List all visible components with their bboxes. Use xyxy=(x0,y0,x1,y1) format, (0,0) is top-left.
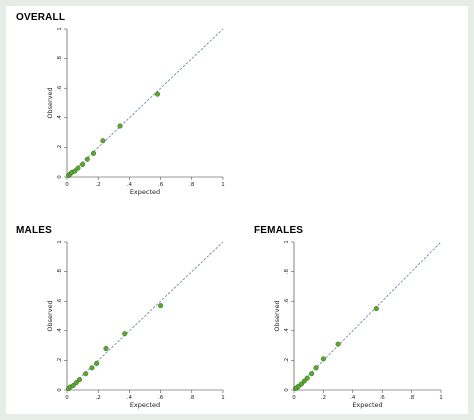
panel-title-females: FEMALES xyxy=(254,225,304,236)
y-axis-label: Observed xyxy=(46,87,54,118)
data-point xyxy=(70,383,76,389)
x-tick-label: 1 xyxy=(439,395,443,401)
reference-line xyxy=(66,241,224,391)
y-tick-label: 1 xyxy=(57,240,63,244)
y-axis-label: Observed xyxy=(273,300,281,331)
data-point xyxy=(76,377,83,383)
y-tick-label: 0 xyxy=(57,388,63,392)
figure: OVERALL MALES FEMALES 0 .2 .4 .6 .8 1 0 .2 .4 .6.… xyxy=(6,6,468,414)
data-point xyxy=(373,306,379,312)
data-point xyxy=(103,346,109,352)
x-tick-label: .4 xyxy=(127,182,133,188)
y-tick-label: .8 xyxy=(57,268,63,274)
y-tick-label: .8 xyxy=(284,268,290,274)
data-point xyxy=(90,150,97,156)
x-tick-label: 1 xyxy=(221,182,225,188)
data-point xyxy=(80,161,86,167)
plot-females: 0 .2 .4 .6 .8 1 0 .2 .4 .6 .8 1 Expected Observed xyxy=(273,240,443,409)
data-point xyxy=(94,360,100,366)
data-point xyxy=(154,91,161,97)
data-point xyxy=(320,356,326,362)
x-tick-label: .2 xyxy=(96,395,101,401)
x-tick-label: 0 xyxy=(65,182,69,188)
x-tick-label: .4 xyxy=(350,395,356,401)
data-point xyxy=(313,365,319,371)
panel-title-overall: OVERALL xyxy=(16,12,66,23)
y-tick-label: .4 xyxy=(57,115,63,121)
y-tick-label: .8 xyxy=(57,55,63,61)
y-tick-label: .2 xyxy=(57,145,63,150)
x-tick-label: .6 xyxy=(158,182,164,188)
y-tick-label: .2 xyxy=(57,358,63,363)
data-point xyxy=(73,380,79,386)
panel-title-males: MALES xyxy=(16,225,52,236)
y-tick-label: 1 xyxy=(284,240,290,244)
x-tick-label: .6 xyxy=(380,395,386,401)
x-axis-label: Expected xyxy=(130,188,160,196)
x-tick-label: .2 xyxy=(321,395,326,401)
y-tick-label: .4 xyxy=(57,328,63,334)
y-tick-label: .6 xyxy=(57,298,63,304)
data-point xyxy=(335,341,341,347)
data-point xyxy=(72,168,78,174)
data-point xyxy=(89,365,95,371)
data-point xyxy=(158,303,164,309)
x-tick-label: .2 xyxy=(96,182,101,188)
y-tick-label: .2 xyxy=(284,358,290,363)
x-tick-label: 0 xyxy=(65,395,69,401)
plot-males: 0 .2 .4 .6 .8 1 0 .2 .4 .6 .8 1 Expected Observed xyxy=(46,240,225,409)
data-point xyxy=(84,156,90,162)
data-point xyxy=(304,375,310,381)
x-tick-label: .8 xyxy=(409,395,415,401)
data-point xyxy=(75,165,81,171)
x-axis-label: Expected xyxy=(130,401,160,409)
y-axis-label: Observed xyxy=(46,300,54,331)
y-tick-label: .4 xyxy=(284,328,290,334)
y-tick-label: .6 xyxy=(57,85,63,91)
x-tick-label: .8 xyxy=(189,182,195,188)
data-point xyxy=(309,371,315,377)
reference-line xyxy=(66,28,224,178)
y-tick-label: 0 xyxy=(284,388,290,392)
y-tick-label: 1 xyxy=(57,27,63,31)
x-tick-label: .6 xyxy=(158,395,164,401)
x-axis-label: Expected xyxy=(352,401,382,409)
x-tick-label: .4 xyxy=(127,395,133,401)
y-tick-label: 0 xyxy=(57,175,63,179)
data-point xyxy=(100,138,106,144)
data-point xyxy=(122,331,128,337)
data-point xyxy=(117,123,123,129)
x-tick-label: 0 xyxy=(292,395,296,401)
data-point xyxy=(83,371,89,377)
reference-line xyxy=(293,241,442,391)
x-tick-label: .8 xyxy=(189,395,195,401)
x-tick-label: 1 xyxy=(221,395,225,401)
plot-overall: 0 .2 .4 .6 .8 1 0 .2 .4 .6 .8 1 Expected Observed xyxy=(46,27,225,196)
y-tick-label: .6 xyxy=(284,298,290,304)
calibration-plots: 0 .2 .4 .6 .8 1 0 .2 .4 .6 .8 1 Expected Observed 0 .2.… xyxy=(46,27,443,409)
